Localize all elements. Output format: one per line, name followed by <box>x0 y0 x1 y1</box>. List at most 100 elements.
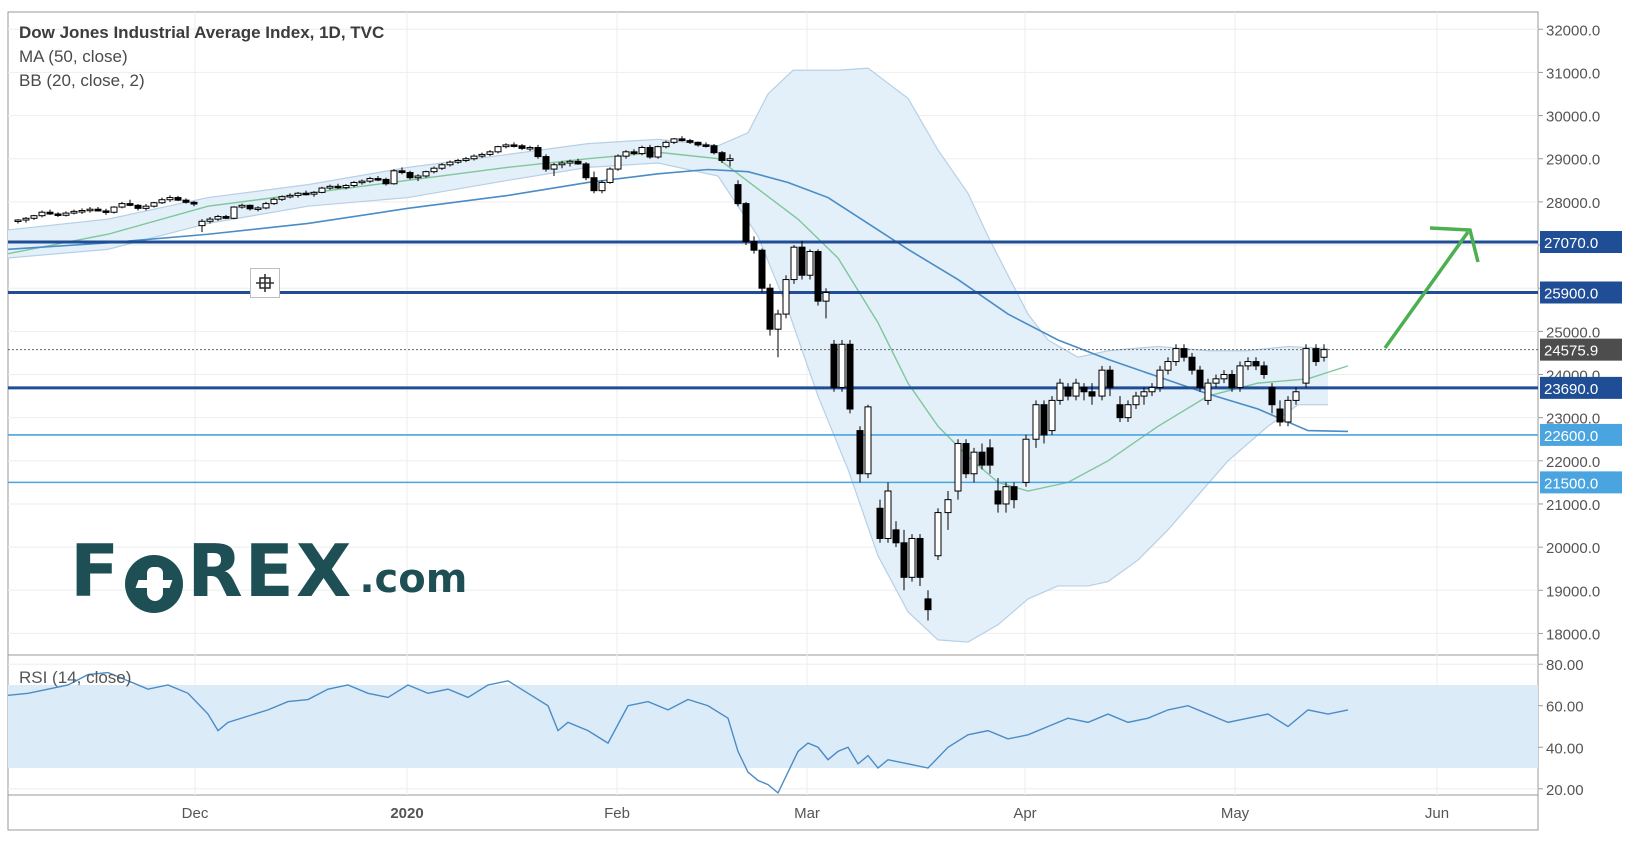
last-price-label: 24575.9 <box>1544 343 1598 360</box>
candle-body <box>670 138 678 143</box>
candle-body <box>1088 391 1096 397</box>
candle-body <box>1302 348 1310 384</box>
candle-body <box>14 219 22 223</box>
candle-body <box>694 141 702 146</box>
candle-body <box>838 343 846 388</box>
projection-arrow <box>1383 230 1470 350</box>
level-price-tag <box>1540 423 1622 446</box>
price-axis-label: 32000.0 <box>1546 22 1600 39</box>
candle-body <box>22 217 30 221</box>
candle-body <box>542 156 550 170</box>
last-price-tag <box>1540 338 1622 361</box>
price-axis-label: 19000.0 <box>1546 583 1600 600</box>
arrow-head-icon <box>1429 226 1480 263</box>
candle-body <box>806 251 814 276</box>
candle-body <box>134 204 142 209</box>
time-axis-label: Feb <box>604 805 630 822</box>
candle-body <box>1124 404 1132 419</box>
rsi-line <box>7 671 1349 795</box>
candle-body <box>558 162 566 166</box>
candle-body <box>150 202 158 207</box>
level-price-tag <box>1540 281 1622 304</box>
candle-body <box>934 512 942 557</box>
candle-body <box>1164 361 1172 371</box>
candle-body <box>654 146 662 158</box>
candle-body <box>350 181 358 186</box>
candle-body <box>334 185 342 189</box>
candle-body <box>1098 369 1106 397</box>
candle-body <box>190 201 198 205</box>
candle-body <box>782 279 790 315</box>
candle-body <box>1320 349 1328 358</box>
candle-body <box>916 537 924 578</box>
candle-body <box>1040 404 1048 436</box>
candle-body <box>1064 386 1072 397</box>
candle-body <box>944 499 952 514</box>
candle-body <box>526 147 534 150</box>
bb-legend: BB (20, close, 2) <box>19 71 145 90</box>
candle-body <box>622 151 630 157</box>
candle-body <box>766 287 774 330</box>
candle-body <box>342 184 350 189</box>
candle-body <box>718 152 726 161</box>
candle-body <box>166 197 174 201</box>
candle-body <box>1072 382 1080 397</box>
candle-body <box>270 198 278 205</box>
candle-body <box>246 204 254 210</box>
candle-body <box>590 177 598 192</box>
ma-legend: MA (50, close) <box>19 47 128 66</box>
candle-body <box>1196 369 1204 388</box>
candle-body <box>1252 361 1260 367</box>
rsi-axis-label: 60.00 <box>1546 699 1584 716</box>
candle-body <box>446 161 454 166</box>
candle-body <box>414 175 422 179</box>
candle-body <box>110 206 118 213</box>
candle-body <box>54 213 62 216</box>
candle-body <box>214 216 222 220</box>
candle-body <box>302 192 310 196</box>
candle-body <box>1180 348 1188 358</box>
price-axis-label: 29000.0 <box>1546 152 1600 169</box>
candle-body <box>1220 373 1228 380</box>
candle-body <box>638 147 646 155</box>
candle-body <box>1010 486 1018 501</box>
candle-body <box>510 144 518 147</box>
level-price-label: 22600.0 <box>1544 428 1598 445</box>
candle-body <box>94 208 102 212</box>
candle-body <box>366 178 374 182</box>
candle-body <box>606 168 614 183</box>
candle-body <box>358 180 366 184</box>
candle-body <box>962 443 970 475</box>
candle-body <box>230 206 238 219</box>
time-axis-label: Mar <box>794 805 820 822</box>
candle-body <box>1244 361 1252 367</box>
candle-body <box>790 246 798 281</box>
candle-body <box>1172 348 1180 363</box>
candle-body <box>78 210 86 213</box>
crosshair-tool-button[interactable] <box>250 268 280 298</box>
candle-body <box>1188 356 1196 371</box>
candle-body <box>614 155 622 170</box>
level-price-tag <box>1540 231 1622 254</box>
candle-body <box>566 160 574 164</box>
candle-body <box>222 216 230 219</box>
candle-body <box>814 251 822 302</box>
candle-body <box>924 598 932 611</box>
candle-body <box>798 246 806 276</box>
candle-body <box>1228 373 1236 388</box>
candle-body <box>502 144 510 148</box>
candle-body <box>1148 386 1156 393</box>
candle-body <box>70 210 78 214</box>
candle-body <box>1260 365 1268 375</box>
bollinger-basis-line <box>7 151 1349 492</box>
candle-body <box>1056 382 1064 401</box>
candle-body <box>38 211 46 217</box>
candle-body <box>846 343 854 410</box>
time-axis-pane <box>7 794 1539 831</box>
candle-body <box>710 145 718 154</box>
chart-title: Dow Jones Industrial Average Index, 1D, … <box>19 23 385 42</box>
candle-body <box>908 537 916 578</box>
candle-body <box>1116 404 1124 419</box>
candle-body <box>1236 365 1244 388</box>
